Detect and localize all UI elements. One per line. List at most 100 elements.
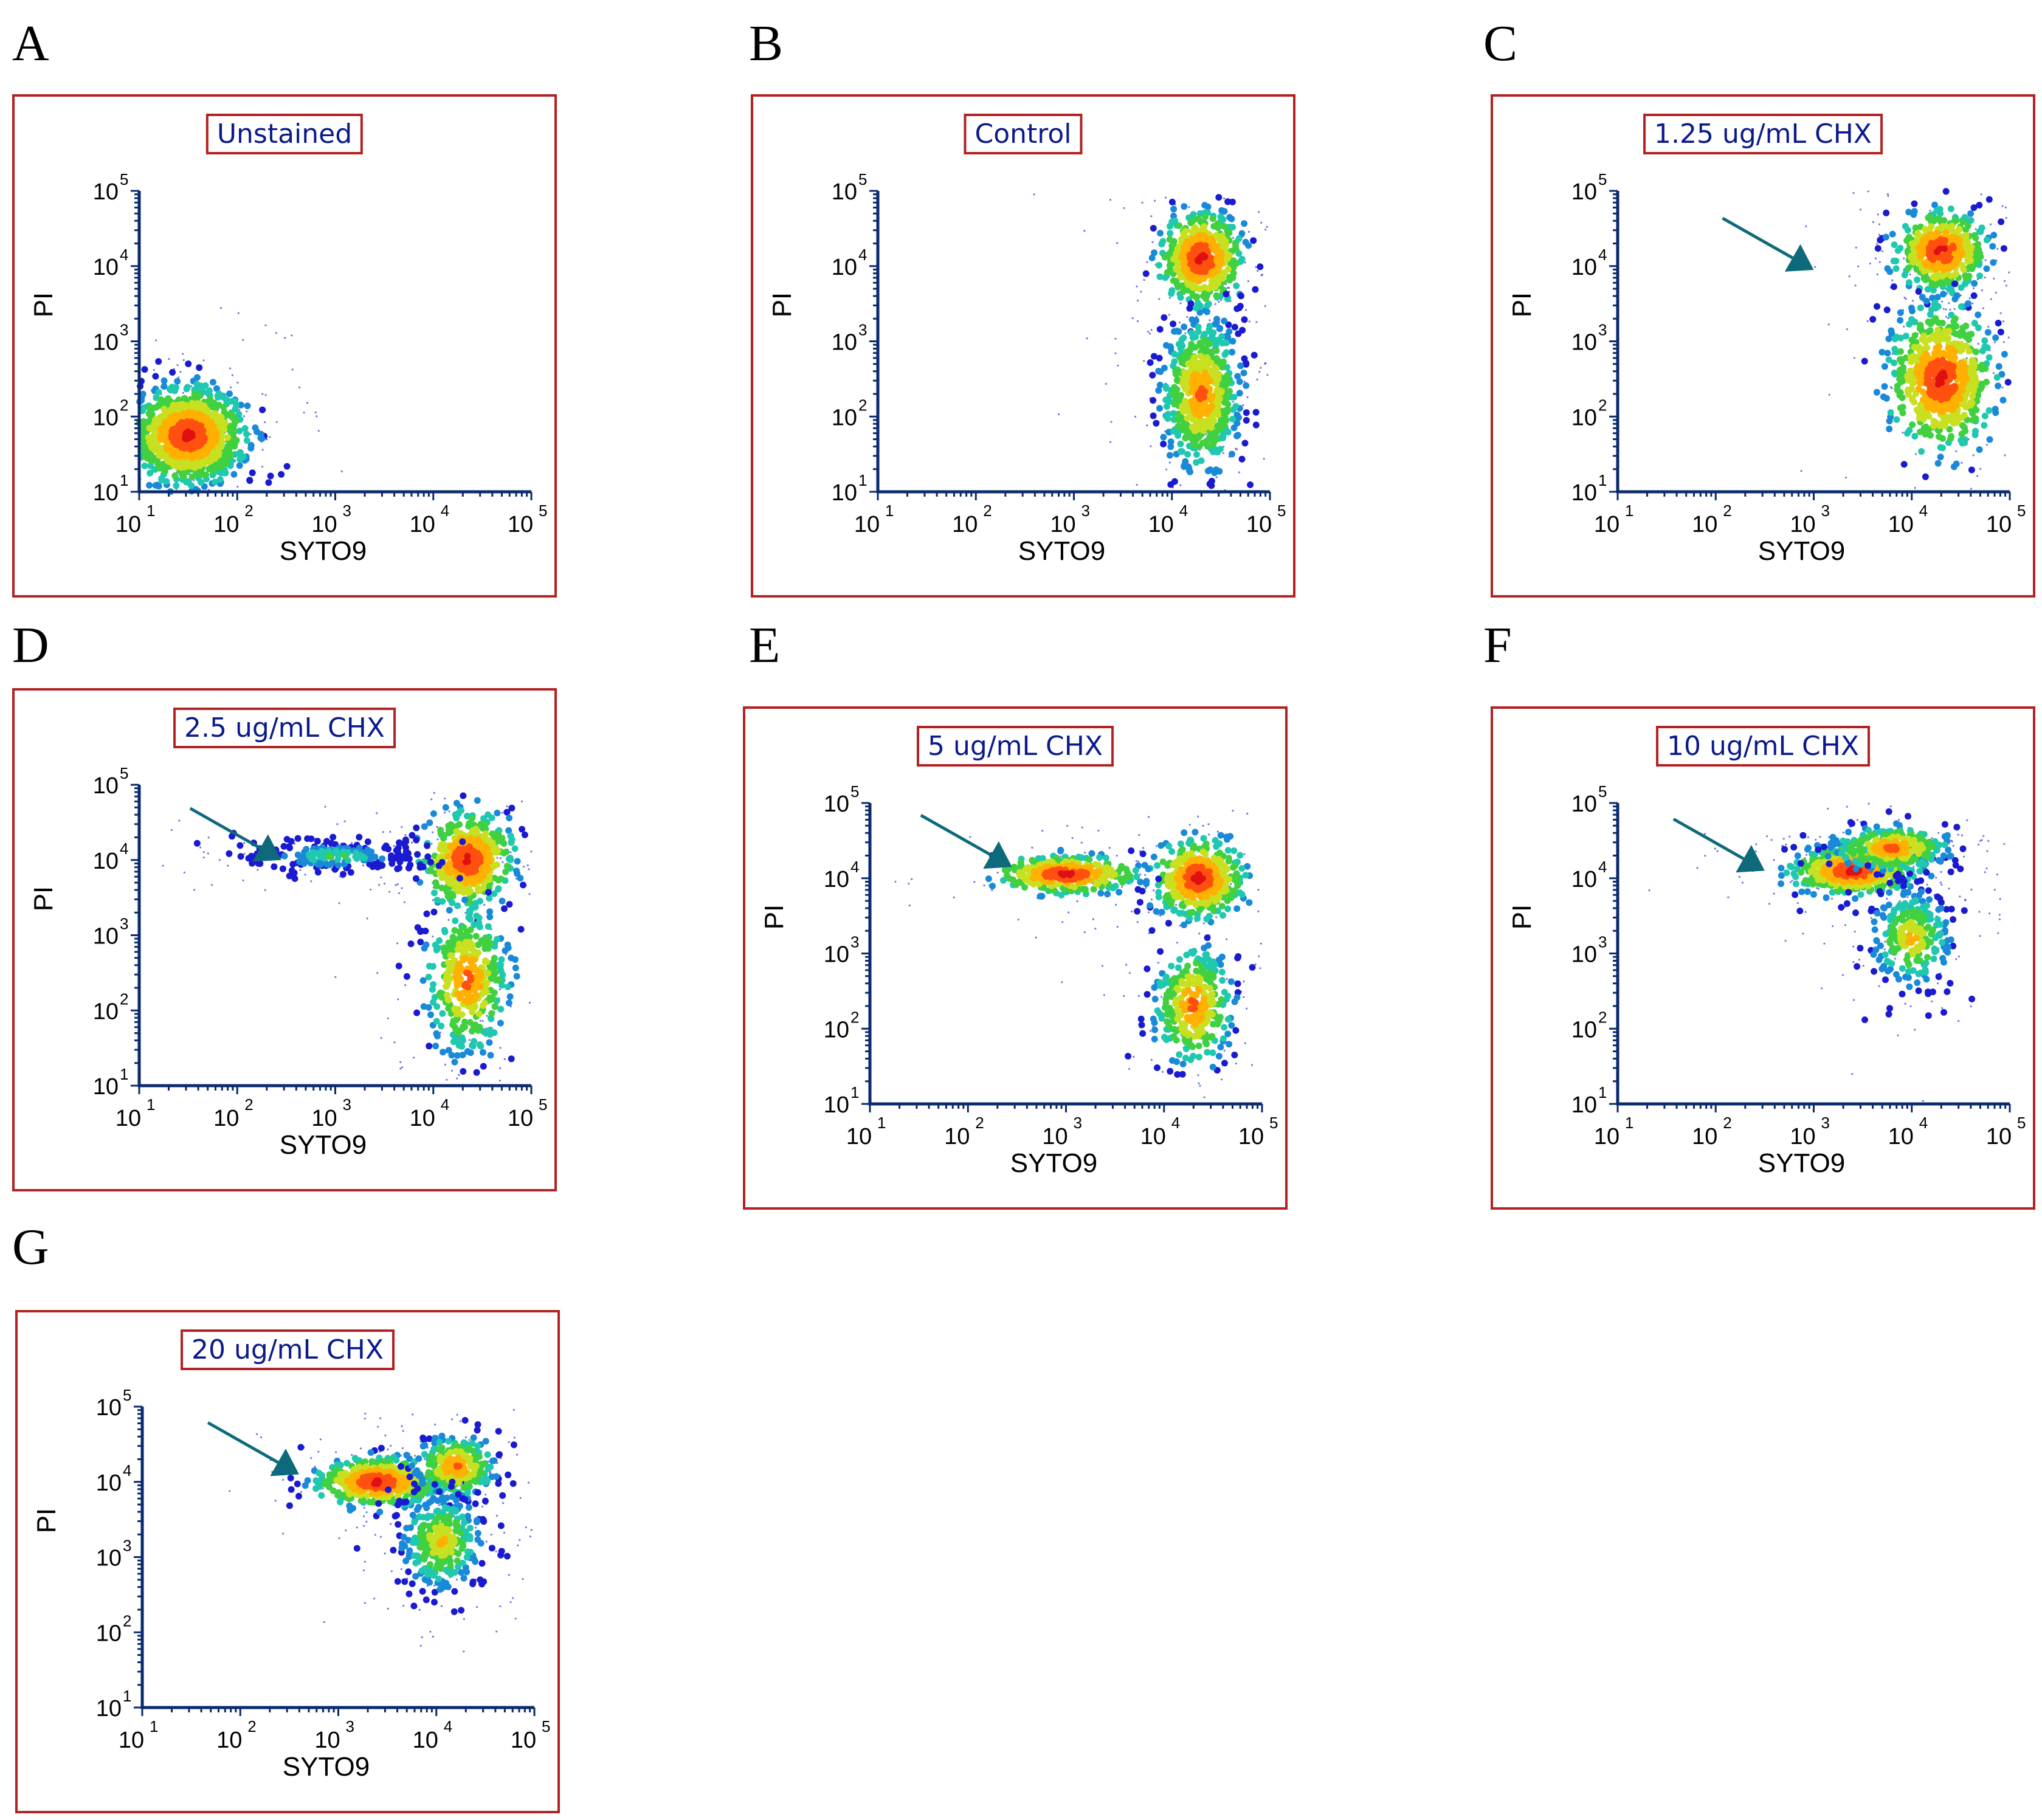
- event-dot: [236, 381, 239, 384]
- density-dot: [1911, 200, 1918, 207]
- event-dot: [1827, 323, 1830, 326]
- event-dot: [1033, 193, 1035, 196]
- density-dot: [1951, 280, 1958, 288]
- event-dot: [1945, 315, 1948, 318]
- density-dot: [1236, 390, 1243, 397]
- event-dot: [1246, 396, 1249, 398]
- y-tick-label: 10: [1571, 480, 1597, 506]
- density-dot: [1221, 351, 1229, 358]
- density-dot: [1918, 448, 1925, 455]
- density-dot: [1917, 305, 1924, 311]
- event-dot: [2007, 336, 2010, 339]
- x-tick-label: 10: [1050, 512, 1075, 537]
- event-dot: [1953, 308, 1956, 311]
- event-dot: [1846, 328, 1848, 331]
- density-dot: [1223, 291, 1230, 298]
- event-dot: [396, 883, 399, 886]
- density-dot: [469, 815, 476, 822]
- density-dot: [1897, 317, 1904, 324]
- density-dot: [1979, 347, 1986, 354]
- density-dot: [1147, 359, 1154, 366]
- density-dot: [1942, 188, 1950, 195]
- density-dot: [1911, 398, 1917, 405]
- event-dot: [383, 883, 386, 885]
- density-dot: [1229, 416, 1237, 422]
- density-dot: [1959, 422, 1966, 429]
- density-dot: [471, 921, 478, 928]
- event-dot: [177, 376, 180, 379]
- event-dot: [1914, 487, 1916, 489]
- density-dot: [1201, 284, 1208, 291]
- event-dot: [1105, 382, 1107, 385]
- event-dot: [1110, 421, 1112, 423]
- density-dot: [497, 1019, 504, 1027]
- event-dot: [1186, 315, 1188, 318]
- density-dot: [1247, 481, 1254, 488]
- density-dot: [1208, 478, 1215, 484]
- density-dot: [1157, 230, 1164, 237]
- density-dot: [505, 855, 512, 863]
- density-dot: [1167, 438, 1174, 446]
- density-dot: [441, 842, 449, 849]
- event-dot: [334, 976, 337, 978]
- event-dot: [1188, 206, 1190, 209]
- density-dot: [1923, 344, 1931, 351]
- density-dot: [1899, 394, 1906, 401]
- density-dot: [1897, 244, 1904, 252]
- event-dot: [1247, 280, 1249, 283]
- density-dot: [1985, 407, 1993, 414]
- density-dot: [153, 404, 160, 411]
- density-dot: [464, 858, 471, 865]
- event-dot: [1903, 325, 1905, 328]
- density-dot: [1181, 203, 1188, 210]
- density-dot: [1167, 222, 1173, 230]
- density-dot: [1953, 271, 1960, 277]
- density-dot: [1202, 213, 1209, 221]
- event-dot: [444, 1063, 447, 1066]
- density-dot: [1230, 406, 1237, 413]
- density-dot: [486, 895, 493, 902]
- event-dot: [399, 1067, 402, 1070]
- event-dot: [1266, 374, 1269, 376]
- density-dot: [513, 867, 520, 875]
- density-dot: [429, 986, 436, 993]
- y-tick-exponent: 1: [1598, 471, 1607, 489]
- event-dot: [1179, 302, 1182, 305]
- annotation-arrow-head: [1784, 244, 1814, 272]
- density-dot: [1970, 204, 1978, 212]
- density-dot: [1184, 450, 1192, 458]
- x-tick-label: 10: [508, 512, 533, 537]
- density-dot: [488, 814, 495, 821]
- event-dot: [380, 876, 382, 879]
- event-dot: [388, 891, 391, 893]
- event-dot: [1909, 274, 1911, 276]
- event-dot: [410, 841, 413, 844]
- event-dot: [275, 421, 278, 423]
- density-dot: [1874, 245, 1882, 252]
- event-dot: [1143, 360, 1145, 362]
- density-dot: [403, 973, 410, 980]
- density-dot: [486, 1039, 493, 1046]
- density-dot: [1177, 440, 1184, 447]
- density-dot: [1992, 405, 1999, 413]
- x-tick-exponent: 5: [2017, 502, 2026, 520]
- density-dot: [2001, 351, 2008, 358]
- event-dot: [1845, 477, 1847, 479]
- event-dot: [1866, 320, 1869, 322]
- density-dot: [1967, 210, 1975, 217]
- density-dot: [235, 410, 243, 418]
- density-dot: [430, 981, 437, 988]
- event-dot: [266, 438, 268, 441]
- density-dot: [1252, 286, 1259, 293]
- density-dot: [475, 914, 483, 922]
- event-dot: [483, 903, 486, 906]
- density-dot: [1229, 450, 1235, 458]
- event-dot: [1993, 341, 1996, 343]
- density-dot: [221, 408, 228, 416]
- event-dot: [496, 857, 498, 859]
- event-dot: [1136, 483, 1138, 486]
- density-dot: [152, 373, 159, 380]
- event-dot: [376, 972, 379, 974]
- density-dot: [1969, 416, 1976, 424]
